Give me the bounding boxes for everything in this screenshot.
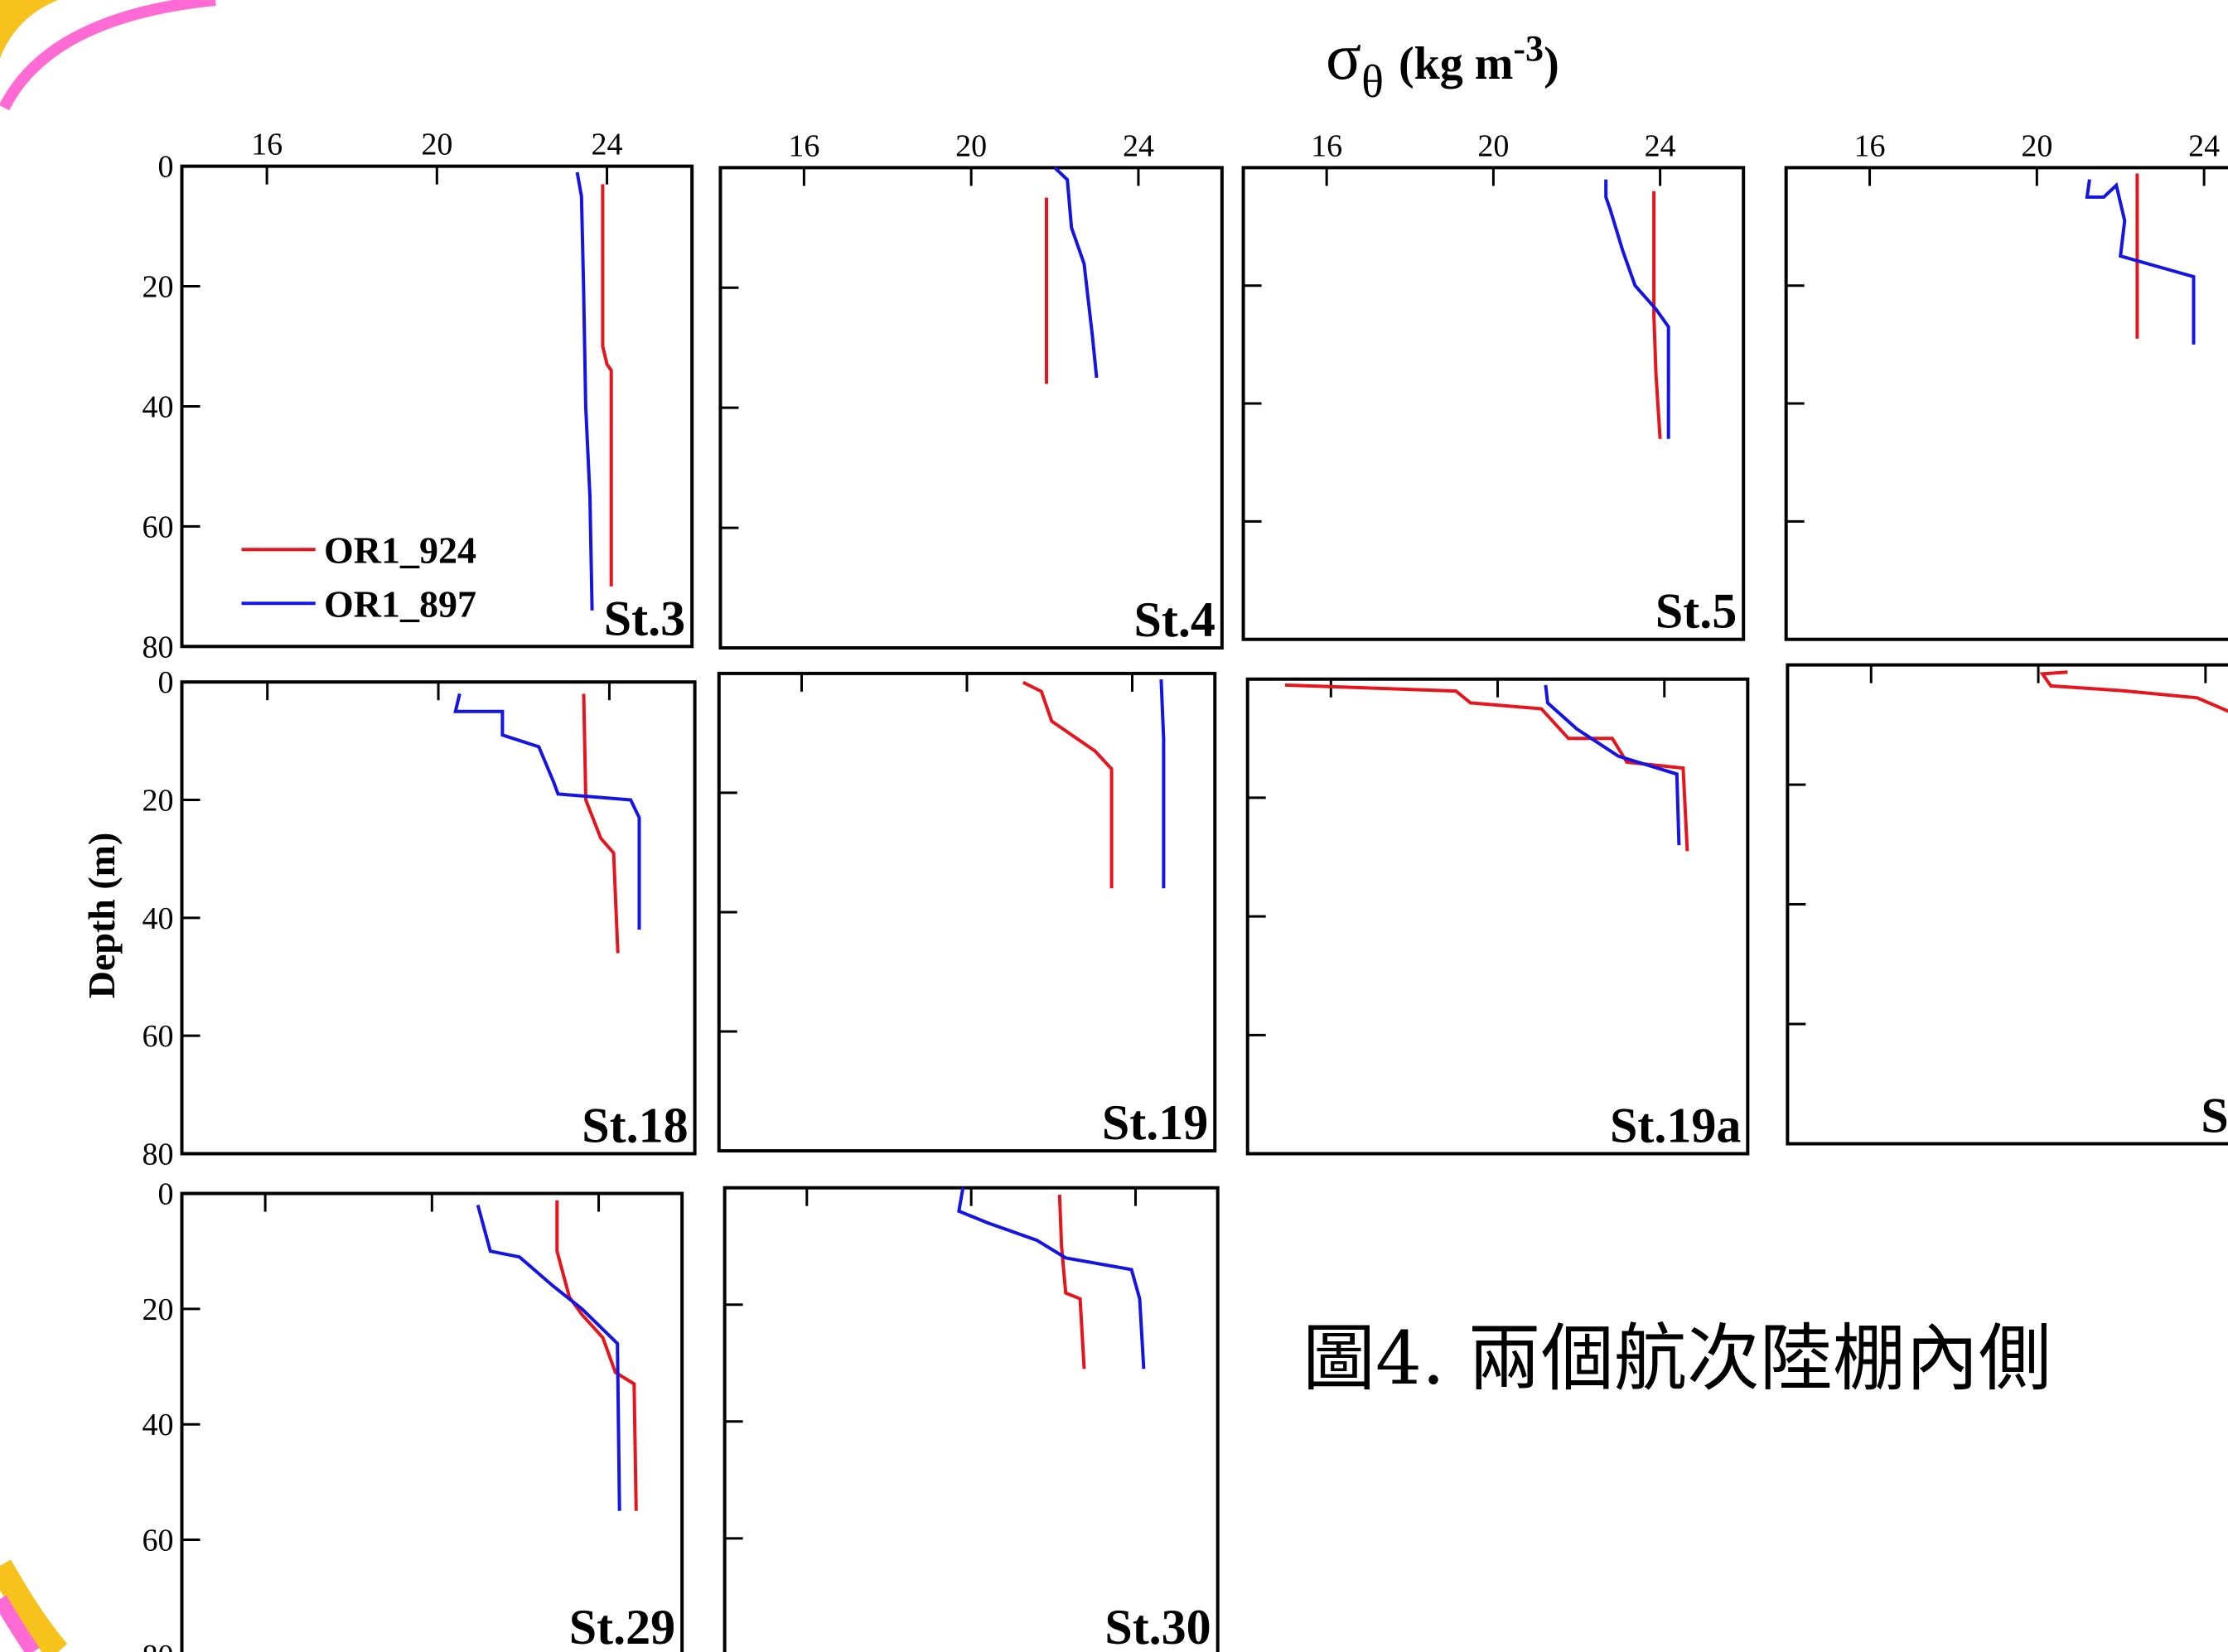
y-tick-label: 40	[143, 1408, 174, 1442]
x-tick-label: 20	[421, 128, 452, 162]
panel-label: St.1	[2201, 1089, 2228, 1143]
profile-line	[453, 693, 641, 930]
y-tick-label: 60	[143, 510, 174, 544]
panel-label: St.29	[569, 1600, 675, 1652]
profile-line	[575, 171, 594, 611]
x-tick-label: 16	[251, 128, 283, 162]
corner-arc	[0, 1595, 40, 1652]
profile-line	[1652, 191, 1662, 439]
subscript: θ	[1361, 56, 1384, 108]
plot-frame	[180, 164, 694, 649]
profile-line	[957, 1187, 1146, 1369]
y-tick-label: 40	[143, 389, 174, 424]
x-tick-label: 16	[788, 128, 819, 163]
y-tick-label: 20	[143, 270, 174, 305]
x-tick-label: 24	[592, 128, 623, 162]
panel: St.1	[1786, 663, 2228, 1146]
y-tick-label: 0	[158, 665, 174, 700]
profile-line	[582, 693, 620, 954]
panel: 16 20 24 St.4	[718, 128, 1224, 650]
plot-frame	[1786, 663, 2228, 1146]
x-tick-label: 16	[1854, 128, 1886, 163]
panel-label: St.19	[1102, 1095, 1208, 1150]
y-axis-title: Depth (m)	[80, 833, 123, 999]
plot-frame	[717, 671, 1217, 1153]
panel-label: St.19a	[1610, 1099, 1741, 1153]
plot-frame	[718, 166, 1224, 650]
panel-label: St.30	[1104, 1600, 1211, 1652]
profile-line	[476, 1204, 621, 1511]
profile-line	[1544, 684, 1681, 846]
y-tick-label: 60	[143, 1019, 174, 1054]
caption: 圖4. 兩個航次陸棚內側	[1302, 1316, 2052, 1401]
x-tick-label: 20	[955, 128, 987, 163]
panel-label: St.5	[1655, 584, 1737, 639]
x-tick-label: 20	[1477, 128, 1509, 163]
panel: 0 20 40 60 80 St.18	[143, 665, 697, 1172]
y-tick-label: 0	[158, 1177, 174, 1212]
plot-frame	[723, 1186, 1220, 1652]
panel-label: St.3	[604, 591, 685, 645]
x-tick-label: 24	[1123, 128, 1154, 163]
plot-frame	[1245, 677, 1750, 1156]
profile-line	[1053, 166, 1099, 379]
y-tick-label: 80	[143, 630, 174, 664]
profile-line	[1284, 683, 1689, 852]
panel: 0 20 40 60 80 St.29	[143, 1177, 684, 1652]
profile-line	[2039, 670, 2228, 713]
panel-label: St.4	[1133, 592, 1215, 647]
profile-line	[601, 184, 613, 587]
corner-arc	[0, 0, 216, 111]
y-tick-label: 20	[143, 784, 174, 819]
panel: 16 20 24 0 20 40 60 80 St.3 OR1_924 OR1_897	[143, 128, 694, 664]
profile-line	[2085, 179, 2196, 345]
x-tick-label: 24	[1645, 128, 1676, 163]
panel: St.30	[723, 1186, 1220, 1652]
panel: St.19	[717, 671, 1217, 1153]
legend-label: OR1_924	[324, 529, 476, 571]
corner-decoration	[0, 0, 58, 58]
profile-line	[555, 1200, 638, 1511]
profile-line	[1057, 1195, 1086, 1369]
exponent: -3	[1513, 28, 1544, 69]
plot-frame	[180, 1191, 684, 1652]
y-tick-label: 60	[143, 1524, 174, 1558]
panel-label: St.18	[582, 1099, 688, 1153]
y-tick-label: 0	[158, 150, 174, 185]
unit: (kg m	[1399, 38, 1513, 89]
x-tick-label: 16	[1311, 128, 1342, 163]
profile-line	[1022, 680, 1114, 889]
symbol: σ	[1326, 21, 1361, 94]
profile-line	[1604, 179, 1670, 439]
x-tick-label: 20	[2021, 128, 2052, 163]
unit-close: )	[1544, 38, 1559, 89]
panel: 16 20 24 St.5	[1241, 128, 1746, 641]
legend-label: OR1_897	[324, 582, 476, 625]
x-tick-label: 24	[2188, 128, 2220, 163]
y-tick-label: 40	[143, 901, 174, 936]
panel: St.19a	[1245, 677, 1750, 1156]
plot-frame	[1784, 166, 2228, 641]
y-tick-label: 80	[143, 1639, 174, 1652]
y-tick-label: 80	[143, 1138, 174, 1172]
corner-arc	[0, 1559, 68, 1652]
x-axis-title: σθ (kg m-3)	[1326, 21, 1559, 108]
profile-line	[1159, 679, 1166, 889]
y-tick-label: 20	[143, 1292, 174, 1327]
